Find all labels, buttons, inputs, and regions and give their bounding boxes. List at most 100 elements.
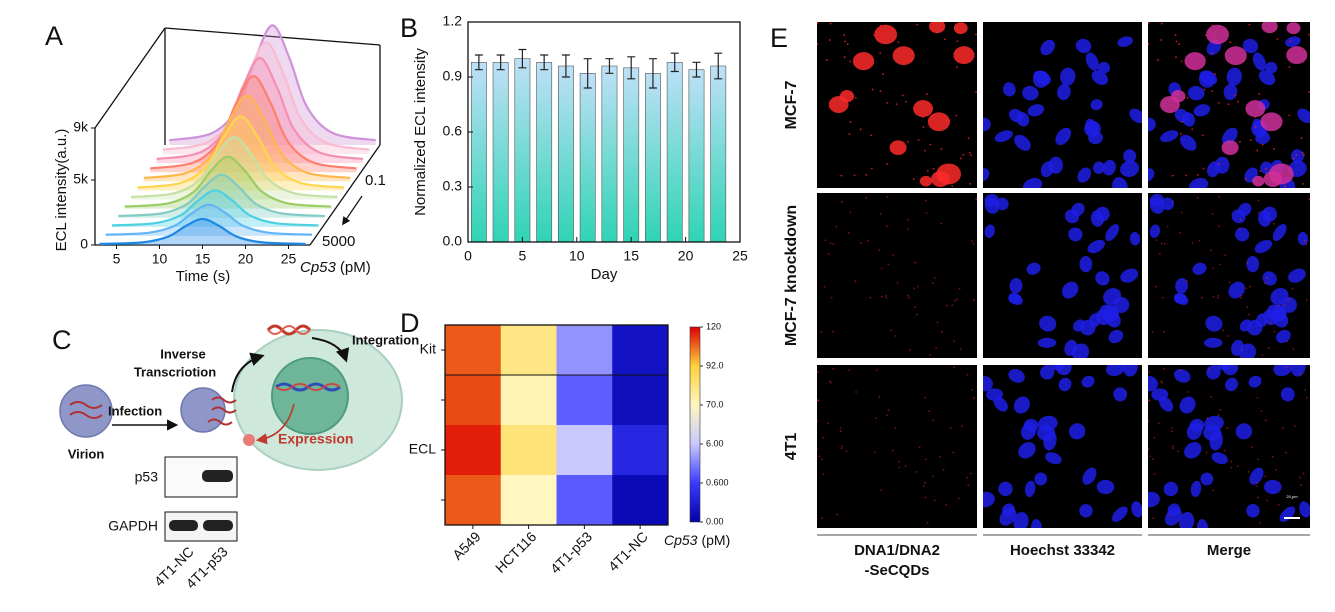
- nucleus: [1270, 288, 1289, 305]
- error-bar: [474, 54, 483, 71]
- nucleus: [1174, 293, 1189, 305]
- bar: [514, 58, 531, 243]
- red-speck: [1152, 517, 1154, 520]
- nucleus: [1102, 159, 1116, 176]
- red-speck: [926, 521, 929, 524]
- nucleus: [1117, 36, 1133, 47]
- image-bg: [817, 193, 977, 358]
- nucleus: [1037, 337, 1057, 348]
- red-speck: [1299, 373, 1302, 376]
- red-speck: [1256, 149, 1259, 152]
- red-speck: [924, 481, 926, 484]
- red-speck: [1261, 143, 1264, 146]
- red-cell: [1221, 140, 1239, 155]
- red-speck: [1210, 249, 1212, 252]
- curve: [99, 217, 306, 246]
- error-bar: [540, 54, 549, 71]
- red-cell: [936, 163, 962, 185]
- red-cell: [1252, 175, 1265, 187]
- red-speck: [1186, 96, 1189, 99]
- nucleus: [998, 481, 1013, 497]
- red-speck: [933, 277, 936, 279]
- red-speck: [1153, 472, 1156, 475]
- colorbar-tick-label: 120: [706, 321, 721, 331]
- axis-label-name: Cp53: [664, 532, 698, 548]
- red-speck: [1301, 151, 1304, 154]
- nucleus: [1226, 67, 1242, 86]
- red-speck: [870, 167, 873, 170]
- red-speck: [1212, 267, 1215, 270]
- red-speck: [972, 242, 975, 245]
- x-tick-label: 10: [152, 251, 168, 267]
- nucleus: [1231, 339, 1244, 356]
- red-speck: [1211, 212, 1214, 215]
- nucleus: [1246, 504, 1260, 518]
- nucleus: [1149, 193, 1165, 207]
- red-speck: [894, 427, 897, 429]
- red-speck: [1284, 185, 1286, 187]
- red-speck: [1260, 410, 1263, 413]
- red-speck: [832, 367, 835, 370]
- colorbar-tick-label: 92.0: [706, 360, 724, 370]
- red-speck: [1205, 451, 1208, 454]
- label: Inverse: [160, 346, 206, 361]
- red-speck: [1303, 154, 1305, 156]
- nucleus: [1192, 262, 1207, 275]
- red-speck: [1180, 60, 1183, 63]
- curve-fill: [99, 219, 306, 245]
- bar: [688, 69, 705, 243]
- red-speck: [830, 296, 833, 299]
- panel-letter: D: [400, 308, 420, 338]
- curve: [137, 115, 344, 189]
- red-speck: [849, 211, 852, 214]
- red-speck: [973, 299, 975, 301]
- x-tick-label: 5: [113, 251, 121, 267]
- red-speck: [1160, 39, 1162, 41]
- y-axis-label: Normalized ECL intensity: [412, 48, 429, 216]
- heat-cell: [556, 375, 613, 426]
- red-speck: [871, 88, 874, 91]
- red-speck: [1185, 174, 1187, 177]
- x-axis-label: Day: [591, 266, 618, 283]
- red-speck: [1305, 397, 1308, 399]
- heat-cell: [556, 475, 613, 526]
- red-speck: [906, 140, 909, 143]
- x-axis-label: Time (s): [176, 268, 230, 285]
- red-cell: [929, 22, 946, 34]
- red-speck: [1241, 349, 1244, 351]
- arrow: [231, 352, 265, 393]
- red-speck: [951, 185, 954, 187]
- red-speck: [1300, 484, 1302, 486]
- red-speck: [1170, 426, 1173, 429]
- red-speck: [1166, 225, 1169, 228]
- nucleus: [1188, 177, 1209, 188]
- red-speck: [1163, 242, 1166, 245]
- red-cell: [839, 90, 855, 103]
- nucleus: [1068, 423, 1086, 440]
- red-speck: [1186, 391, 1189, 393]
- red-speck: [1163, 367, 1166, 370]
- nucleus: [1290, 149, 1304, 163]
- red-cell: [892, 46, 915, 66]
- nucleus: [1013, 396, 1030, 414]
- nucleus: [1060, 67, 1076, 86]
- column-label: DNA1/DNA2: [854, 542, 940, 559]
- red-speck: [1261, 353, 1264, 356]
- red-cell: [913, 100, 933, 118]
- nucleus: [1027, 104, 1045, 117]
- nucleus: [1193, 104, 1211, 117]
- red-speck: [959, 348, 962, 350]
- red-speck: [975, 91, 977, 94]
- nucleus: [1008, 293, 1023, 305]
- x-tick-label: 25: [732, 248, 748, 264]
- red-speck: [1148, 399, 1151, 402]
- nucleus: [1092, 161, 1105, 174]
- red-speck: [1293, 425, 1296, 427]
- colorbar-tick-label: 6.00: [706, 438, 724, 448]
- panel-letter: E: [770, 23, 788, 53]
- nucleus: [1120, 160, 1140, 178]
- red-speck: [898, 460, 901, 463]
- red-speck: [859, 242, 862, 244]
- red-speck: [942, 468, 945, 471]
